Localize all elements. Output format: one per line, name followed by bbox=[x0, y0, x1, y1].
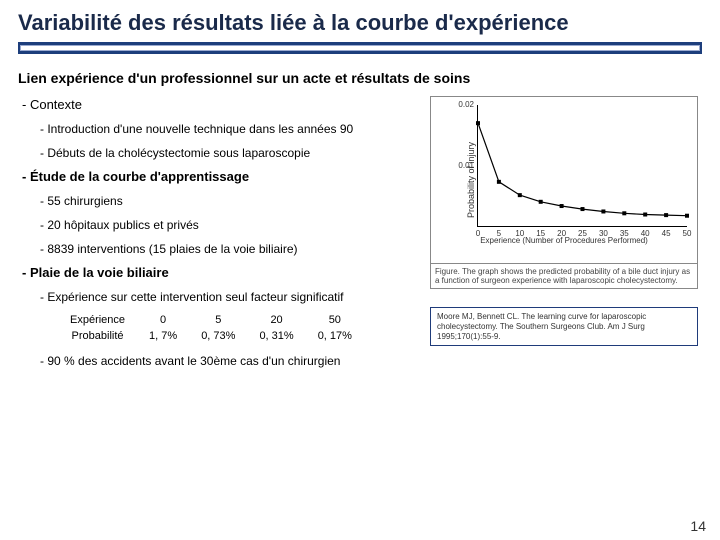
table-cell: 1, 7% bbox=[137, 328, 189, 344]
chart-ylabel: Probability of injury bbox=[466, 142, 476, 218]
accent-bar bbox=[18, 42, 702, 60]
chart-ytick: 0.02 bbox=[450, 100, 474, 109]
chart-ytick: 0.01 bbox=[450, 161, 474, 170]
table-header: 5 bbox=[189, 312, 247, 328]
subtitle: Lien expérience d'un professionnel sur u… bbox=[18, 70, 702, 86]
list-item: Expérience sur cette intervention seul f… bbox=[40, 290, 344, 304]
section-contexte: Contexte bbox=[22, 97, 82, 112]
table-header: 0 bbox=[137, 312, 189, 328]
probability-table: Expérience 0 5 20 50 Probabilité 1, 7% 0… bbox=[58, 312, 438, 344]
learning-curve-chart: Probability of injury 0.010.020510152025… bbox=[430, 96, 698, 264]
table-cell: 0, 73% bbox=[189, 328, 247, 344]
table-cell: 0, 17% bbox=[306, 328, 364, 344]
section-etude: Étude de la courbe d'apprentissage bbox=[22, 169, 249, 184]
table-header: 20 bbox=[247, 312, 305, 328]
table-header: Expérience bbox=[58, 312, 137, 328]
list-item: 20 hôpitaux publics et privés bbox=[40, 218, 199, 232]
section-plaie: Plaie de la voie biliaire bbox=[22, 265, 169, 280]
table-header: 50 bbox=[306, 312, 364, 328]
list-item: 8839 interventions (15 plaies de la voie… bbox=[40, 242, 298, 256]
chart-caption: Figure. The graph shows the predicted pr… bbox=[430, 264, 698, 289]
page-title: Variabilité des résultats liée à la cour… bbox=[18, 10, 702, 36]
citation: Moore MJ, Bennett CL. The learning curve… bbox=[430, 307, 698, 346]
chart-xlabel: Experience (Number of Procedures Perform… bbox=[431, 236, 697, 245]
table-cell: Probabilité bbox=[58, 328, 137, 344]
list-item: 90 % des accidents avant le 30ème cas d'… bbox=[40, 354, 340, 368]
list-item: 55 chirurgiens bbox=[40, 194, 123, 208]
list-item: Introduction d'une nouvelle technique da… bbox=[40, 122, 353, 136]
list-item: Débuts de la cholécystectomie sous lapar… bbox=[40, 146, 310, 160]
table-cell: 0, 31% bbox=[247, 328, 305, 344]
page-number: 14 bbox=[690, 518, 706, 534]
